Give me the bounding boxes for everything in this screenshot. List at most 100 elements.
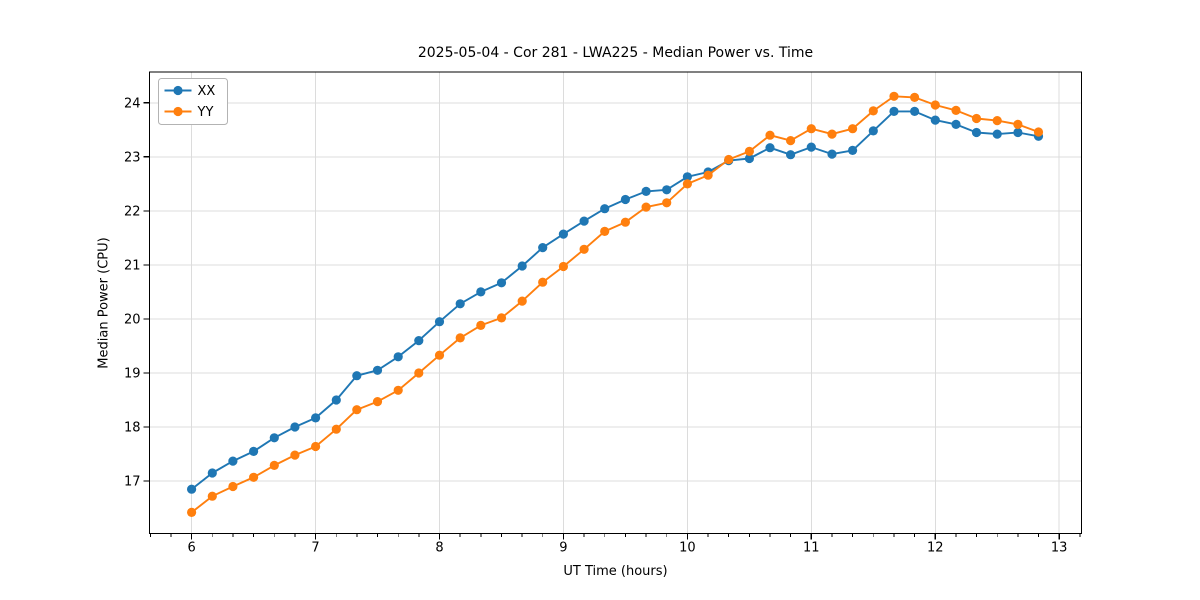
series-YY [187, 91, 1044, 517]
series-XX-line [190, 110, 1040, 491]
series-XX-marker [414, 336, 424, 346]
series-YY-marker [352, 405, 362, 415]
axis-ticks [143, 102, 1081, 540]
series-YY-marker [1033, 127, 1044, 137]
series-YY-marker [311, 441, 321, 452]
series-YY-marker [434, 350, 445, 360]
y-tick-label-18: 18 [124, 421, 141, 436]
series-XX-marker [786, 150, 796, 160]
series-XX-marker [827, 149, 837, 159]
series-YY-marker [496, 313, 507, 323]
series-YY-marker [269, 460, 279, 470]
series-YY-marker [786, 136, 796, 146]
series-XX-marker [249, 446, 259, 456]
x-tick-label-7: 7 [311, 541, 319, 556]
series-XX-marker [930, 115, 940, 125]
series-YY-marker [600, 226, 610, 236]
series-YY-marker [682, 179, 693, 189]
chart-title: 2025-05-04 - Cor 281 - LWA225 - Median P… [417, 45, 814, 61]
y-tick-label-24: 24 [124, 96, 141, 111]
x-tick-label-8: 8 [435, 541, 443, 556]
y-tick-label-21: 21 [124, 258, 141, 273]
y-axis-label: Median Power (CPU) [96, 237, 112, 369]
x-tick-label-11: 11 [803, 541, 820, 556]
series-YY-marker [889, 91, 899, 101]
series-YY-marker [1013, 119, 1023, 129]
series-XX-marker [207, 468, 217, 478]
y-tick-label-22: 22 [124, 204, 141, 219]
axis-tick-labels: 6 7 8 9 10 11 12 13 17 18 19 20 21 22 23 24 [124, 96, 1068, 555]
legend-label-YY: YY [197, 105, 214, 120]
series-YY-marker [620, 217, 631, 227]
x-axis-label: UT Time (hours) [563, 564, 668, 579]
series-XX-marker [269, 433, 279, 443]
series-XX-marker [992, 129, 1002, 139]
series-XX-marker [765, 143, 775, 153]
series-YY-line [190, 95, 1040, 514]
series-YY-marker [951, 105, 961, 115]
series-XX-marker [517, 261, 527, 271]
series-YY-marker [331, 424, 341, 434]
series-XX-marker [600, 204, 610, 214]
x-tick-label-10: 10 [679, 541, 696, 556]
series-YY-marker [868, 106, 878, 116]
series-YY-marker [910, 92, 920, 102]
series-YY-marker [930, 100, 940, 110]
series-YY-marker [992, 116, 1002, 126]
series-YY-marker [290, 450, 300, 460]
series-XX-marker [889, 106, 899, 116]
y-tick-label-20: 20 [124, 312, 141, 327]
series-XX-marker [311, 413, 321, 423]
x-tick-label-6: 6 [187, 541, 195, 556]
legend-label-XX: XX [198, 84, 216, 99]
series-YY-marker [558, 261, 569, 272]
series-YY-marker [971, 113, 982, 124]
series-YY-marker [249, 472, 259, 482]
series-XX-marker [352, 371, 362, 381]
x-tick-label-9: 9 [559, 541, 567, 556]
y-tick-label-17: 17 [124, 475, 141, 490]
series-XX-marker [682, 172, 693, 182]
grid-lines [149, 72, 1082, 534]
series-YY-marker [703, 170, 713, 180]
series-YY-marker [641, 202, 651, 212]
legend-marker [173, 85, 183, 96]
series-XX-marker [579, 216, 589, 226]
series-YY-marker [187, 507, 197, 517]
series-YY-marker [579, 244, 589, 254]
series-XX-marker [228, 456, 238, 466]
series-YY-marker [372, 397, 383, 407]
series-YY-marker [744, 146, 755, 156]
series-YY-marker [662, 198, 672, 208]
series-YY-marker [848, 124, 858, 134]
legend-box [158, 78, 228, 125]
series-YY-marker [414, 368, 424, 378]
y-tick-label-19: 19 [124, 367, 141, 382]
series-XX-marker [187, 484, 197, 494]
series-YY-marker [517, 296, 527, 306]
series-XX-marker [951, 119, 961, 129]
series-YY-marker [476, 320, 486, 330]
series-XX-marker [848, 145, 858, 155]
series-XX-marker [744, 153, 755, 164]
x-tick-label-13: 13 [1051, 541, 1068, 556]
series-YY-marker [393, 385, 403, 395]
legend-marker [173, 106, 183, 117]
series-XX-marker [558, 229, 569, 239]
series-YY-marker [538, 277, 548, 287]
series-XX-marker [496, 278, 507, 288]
series-XX-marker [806, 142, 816, 152]
series-XX-marker [641, 186, 651, 196]
series-YY-marker [765, 130, 775, 140]
series-YY-marker [827, 129, 837, 139]
series-YY-marker [207, 491, 217, 501]
series-XX-marker [372, 365, 383, 375]
series-XX-marker [868, 126, 878, 136]
series-XX-marker [1013, 127, 1023, 138]
series-YY-marker [228, 481, 238, 492]
plot-border [148, 71, 1083, 535]
series-XX-marker [620, 194, 631, 205]
series-XX-marker [971, 127, 982, 138]
